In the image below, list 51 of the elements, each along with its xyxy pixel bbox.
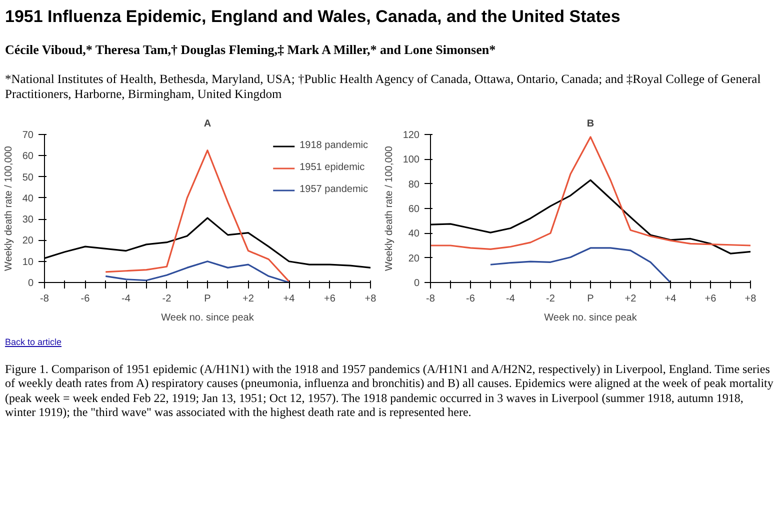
x-tick-label: +2 — [624, 293, 637, 304]
x-axis-title: Week no. since peak — [161, 312, 255, 324]
x-tick-label: -4 — [122, 293, 131, 304]
x-tick-label: -6 — [80, 293, 90, 304]
x-tick-label: +6 — [704, 293, 717, 304]
y-tick-label: 40 — [408, 228, 420, 240]
x-tick-label: -2 — [162, 293, 172, 304]
text: *National Institutes of Health, Bethesda, Maryland, USA; †Public Health Agency of Canada, Ottawa, Ontario, Canada; and ‡Royal College of General Practitioners, Harborne, Birmingham, United Kingdom — [5, 72, 762, 104]
x-axis-title: Week no. since peak — [544, 312, 638, 324]
y-tick-label: 20 — [408, 252, 420, 264]
y-axis-title: Weekly death rate / 100,000 — [384, 145, 395, 271]
y-tick-label: 0 — [28, 278, 34, 289]
y-tick-label: 60 — [22, 150, 34, 162]
x-tick-label: +6 — [324, 293, 336, 304]
legend-label: 1957 pandemic — [300, 184, 368, 196]
x-tick-label: -8 — [426, 293, 436, 304]
x-tick-label: -6 — [466, 293, 476, 304]
y-tick-label: 30 — [22, 214, 34, 226]
line-series — [430, 136, 750, 250]
x-tick-label: P — [587, 293, 594, 304]
x-tick-label: -4 — [506, 293, 516, 304]
chart-title: A — [204, 118, 212, 130]
y-tick-label: 100 — [402, 154, 420, 166]
y-tick-label: 20 — [22, 235, 34, 246]
line-series — [104, 260, 290, 282]
text: Back to article — [5, 336, 62, 348]
x-tick-label: +4 — [664, 293, 677, 304]
text: 1951 Influenza Epidemic, England and Wales, Canada, and the United States — [5, 6, 620, 28]
y-tick-label: 80 — [408, 178, 420, 190]
y-tick-label: 40 — [22, 193, 34, 204]
y-tick-label: 70 — [22, 130, 34, 141]
line-series — [104, 149, 290, 282]
y-tick-label: 50 — [22, 172, 34, 183]
text: Cécile Viboud,* Theresa Tam,† Douglas Fleming,‡ Mark A Miller,* and Lone Simonsen* — [5, 41, 496, 60]
x-tick-label: +2 — [242, 293, 254, 304]
y-tick-label: 0 — [414, 278, 420, 289]
x-tick-label: +4 — [283, 293, 296, 304]
x-tick-label: +8 — [364, 293, 377, 304]
legend-label: 1951 epidemic — [300, 162, 365, 174]
y-axis-title: Weekly death rate / 100,000 — [3, 145, 14, 271]
legend-label: 1918 pandemic — [300, 140, 368, 152]
x-tick-label: -8 — [40, 293, 50, 304]
y-tick-label: 120 — [402, 130, 420, 141]
x-tick-label: -2 — [546, 293, 556, 304]
chart-title: B — [586, 118, 594, 130]
x-tick-label: +8 — [744, 293, 757, 304]
caption: Figure 1. Comparison of 1951 epidemic (A/H1N1) with the 1918 and 1957 pandemics (A/H1N1 and A/H2N2, respectively) in Liverpool, England. Time series of weekly death rates from A) respiratory causes (pneumonia, influenza and bronchitis) and B) all causes. Epidemics were aligned at the week of peak mortality (peak week = week ended Feb 22, 1919; Jan 13, 1951; Oct 12, 1957). The 1918 pandemic occurred in 3 waves in Liverpool (summer 1918, autumn 1918, winter 1919); the "third wave" was associated with the highest death rate and is represented here. — [5, 362, 774, 420]
line-series — [490, 246, 672, 282]
x-tick-label: P — [204, 293, 212, 304]
y-tick-label: 60 — [408, 204, 420, 215]
y-tick-label: 10 — [22, 256, 34, 268]
